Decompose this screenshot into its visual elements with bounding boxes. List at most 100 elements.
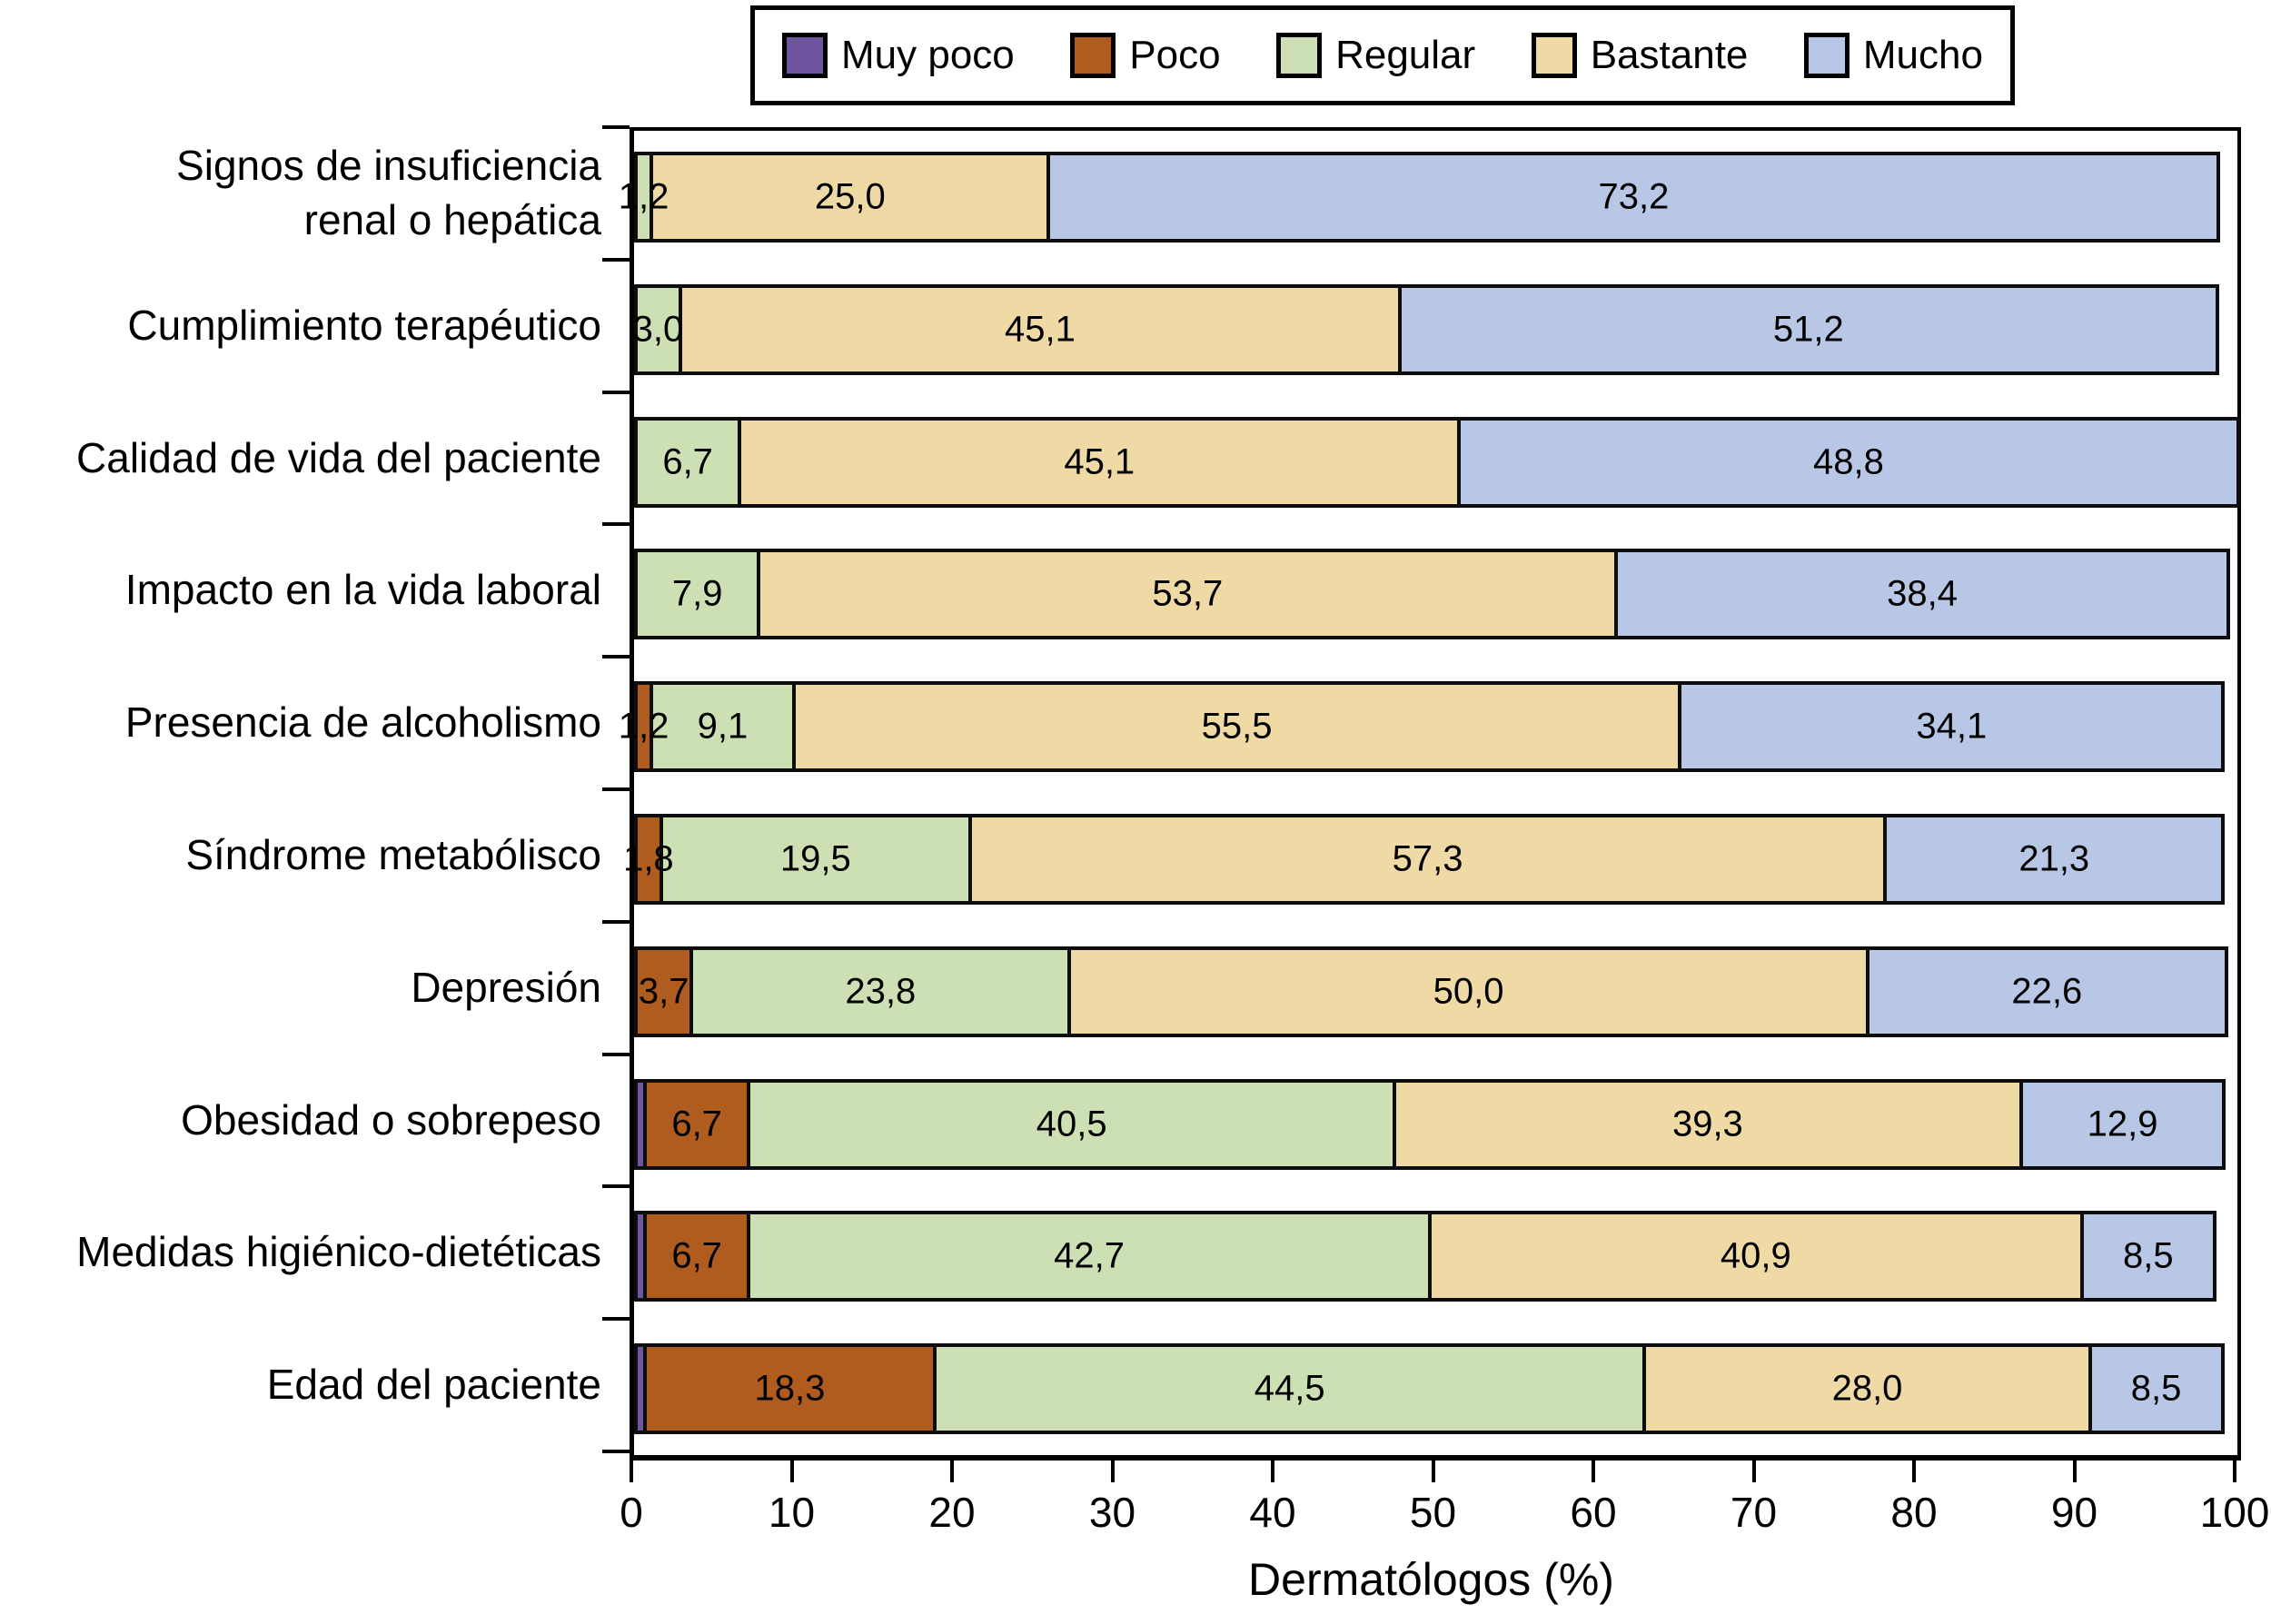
y-axis-tick [602,1184,630,1188]
bar-segment-mucho: 8,5 [2088,1343,2225,1435]
category-label: Calidad de vida del paciente [76,433,601,481]
bar-segment-label: 45,1 [1064,441,1136,482]
category-label: Síndrome metabólisco [185,831,601,879]
x-axis-tick-label: 30 [1088,1489,1136,1536]
bar-segment-bastante: 55,5 [791,681,1682,773]
bar-segment-regular: 23,8 [689,946,1072,1037]
x-axis-tick [2233,1457,2236,1482]
bar-segment-label: 40,5 [1036,1104,1107,1144]
bar-segment-label: 55,5 [1201,706,1273,747]
x-axis-tick-label: 80 [1890,1489,1938,1536]
legend-swatch-icon [1070,33,1116,78]
bar-segment-mucho: 51,2 [1397,283,2219,375]
category-label: Medidas higiénico-dietéticas [76,1228,601,1276]
x-axis-tick-label: 10 [768,1489,816,1536]
bar-segment-poco: 3,7 [634,946,694,1037]
category-label: Presencia de alcoholismo [124,698,601,747]
bar-segment-regular: 7,9 [634,549,761,640]
bar-segment-label: 1,2 [618,706,669,747]
bar-segment-bastante: 53,7 [757,549,1619,640]
bar-row: 6,7 40,5 39,3 12,9 [634,1078,2237,1170]
legend-item-muy-poco: Muy poco [782,33,1015,78]
legend-item-mucho: Mucho [1803,33,1983,78]
bar-row: 1,2 25,0 73,2 [619,152,2237,243]
x-axis-tick [1271,1457,1274,1482]
bar-segment-label: 57,3 [1392,838,1463,879]
legend-item-label: Muy poco [841,33,1015,77]
y-axis-tick [602,391,630,394]
bar-segment-bastante: 45,1 [738,416,1462,508]
bar-segment-label: 6,7 [662,441,713,482]
bar-segment-poco: 18,3 [643,1343,937,1435]
x-axis-tick [1912,1457,1916,1482]
bar-segment-regular: 3,0 [632,283,684,375]
bar-segment-mucho: 34,1 [1678,681,2226,773]
bar-segment-label: 3,0 [632,309,684,350]
y-axis-tick [602,1317,630,1321]
bar-segment-regular: 40,5 [747,1078,1397,1170]
bar-segment-regular: 9,1 [650,681,796,773]
bar-segment-label: 19,5 [779,838,851,879]
x-axis-tick-label: 90 [2050,1489,2098,1536]
legend-swatch-icon [1531,33,1577,78]
bar-segment-bastante: 39,3 [1393,1078,2023,1170]
category-label: Edad del paciente [266,1361,601,1409]
y-axis-tick [602,655,630,659]
bar-row: 3,7 23,8 50,0 22,6 [634,946,2237,1037]
x-axis-tick-label: 20 [928,1489,976,1536]
bar-segment-mucho: 22,6 [1865,946,2228,1037]
legend-swatch-icon [1803,33,1850,78]
bar-segment-mucho: 21,3 [1883,814,2226,905]
x-axis-tick [630,1457,633,1482]
bar-segment-poco: 6,7 [643,1078,751,1170]
bar-segment-label: 7,9 [671,573,723,614]
x-axis-tick-label: 50 [1409,1489,1457,1536]
bar-segment-regular: 44,5 [932,1343,1647,1435]
y-axis-tick [602,258,630,262]
bar-segment-label: 8,5 [2130,1368,2182,1409]
bar-row: 7,9 53,7 38,4 [634,549,2237,640]
x-axis-tick [1431,1457,1435,1482]
legend-swatch-icon [782,33,828,78]
legend-item-poco: Poco [1070,33,1221,78]
bar-row: 1,8 19,5 57,3 21,3 [623,814,2237,905]
bar-segment-poco: 1,8 [623,814,674,905]
bar-segment-mucho: 38,4 [1614,549,2230,640]
bar-segment-label: 39,3 [1671,1104,1743,1144]
bar-row: 6,7 45,1 48,8 [634,416,2240,508]
y-axis-tick [602,787,630,791]
bar-segment-bastante: 28,0 [1642,1343,2092,1435]
bar-segment-label: 44,5 [1254,1368,1325,1409]
bar-segment-poco: 1,2 [619,681,669,773]
bar-segment-label: 21,3 [2018,838,2090,879]
bar-segment-bastante: 50,0 [1067,946,1869,1037]
bar-segment-mucho: 12,9 [2018,1078,2226,1170]
y-axis-tick [602,920,630,924]
legend-item-label: Poco [1129,33,1221,77]
bar-segment-label: 48,8 [1812,441,1884,482]
x-axis-tick [2072,1457,2077,1482]
bar-segment-label: 1,2 [618,176,669,217]
x-axis-tick [789,1457,794,1482]
bar-segment-regular: 42,7 [747,1211,1432,1302]
bar-segment-label: 6,7 [671,1235,722,1276]
bar-row: 18,3 44,5 28,0 8,5 [634,1343,2237,1435]
bar-row: 3,0 45,1 51,2 [632,283,2237,375]
bar-segment-bastante: 25,0 [650,152,1051,243]
bar-segment-label: 45,1 [1005,309,1076,350]
bar-segment-label: 18,3 [754,1368,826,1409]
legend: Muy poco Poco Regular Bastante Mucho [750,5,2015,105]
category-label: Obesidad o sobrepeso [181,1095,601,1144]
category-label: Depresión [411,963,601,1011]
x-axis-tick-label: 0 [620,1489,643,1536]
bar-segment-label: 8,5 [2122,1235,2174,1276]
bar-segment-label: 38,4 [1887,573,1959,614]
bar-segment-regular: 19,5 [659,814,972,905]
bar-segment-label: 53,7 [1152,573,1224,614]
bar-segment-label: 22,6 [2011,971,2083,1012]
bar-row: 1,2 9,1 55,5 34,1 [619,681,2237,773]
bar-segment-label: 25,0 [814,176,886,217]
bar-segment-label: 34,1 [1916,706,1988,747]
legend-item-label: Bastante [1590,33,1749,77]
